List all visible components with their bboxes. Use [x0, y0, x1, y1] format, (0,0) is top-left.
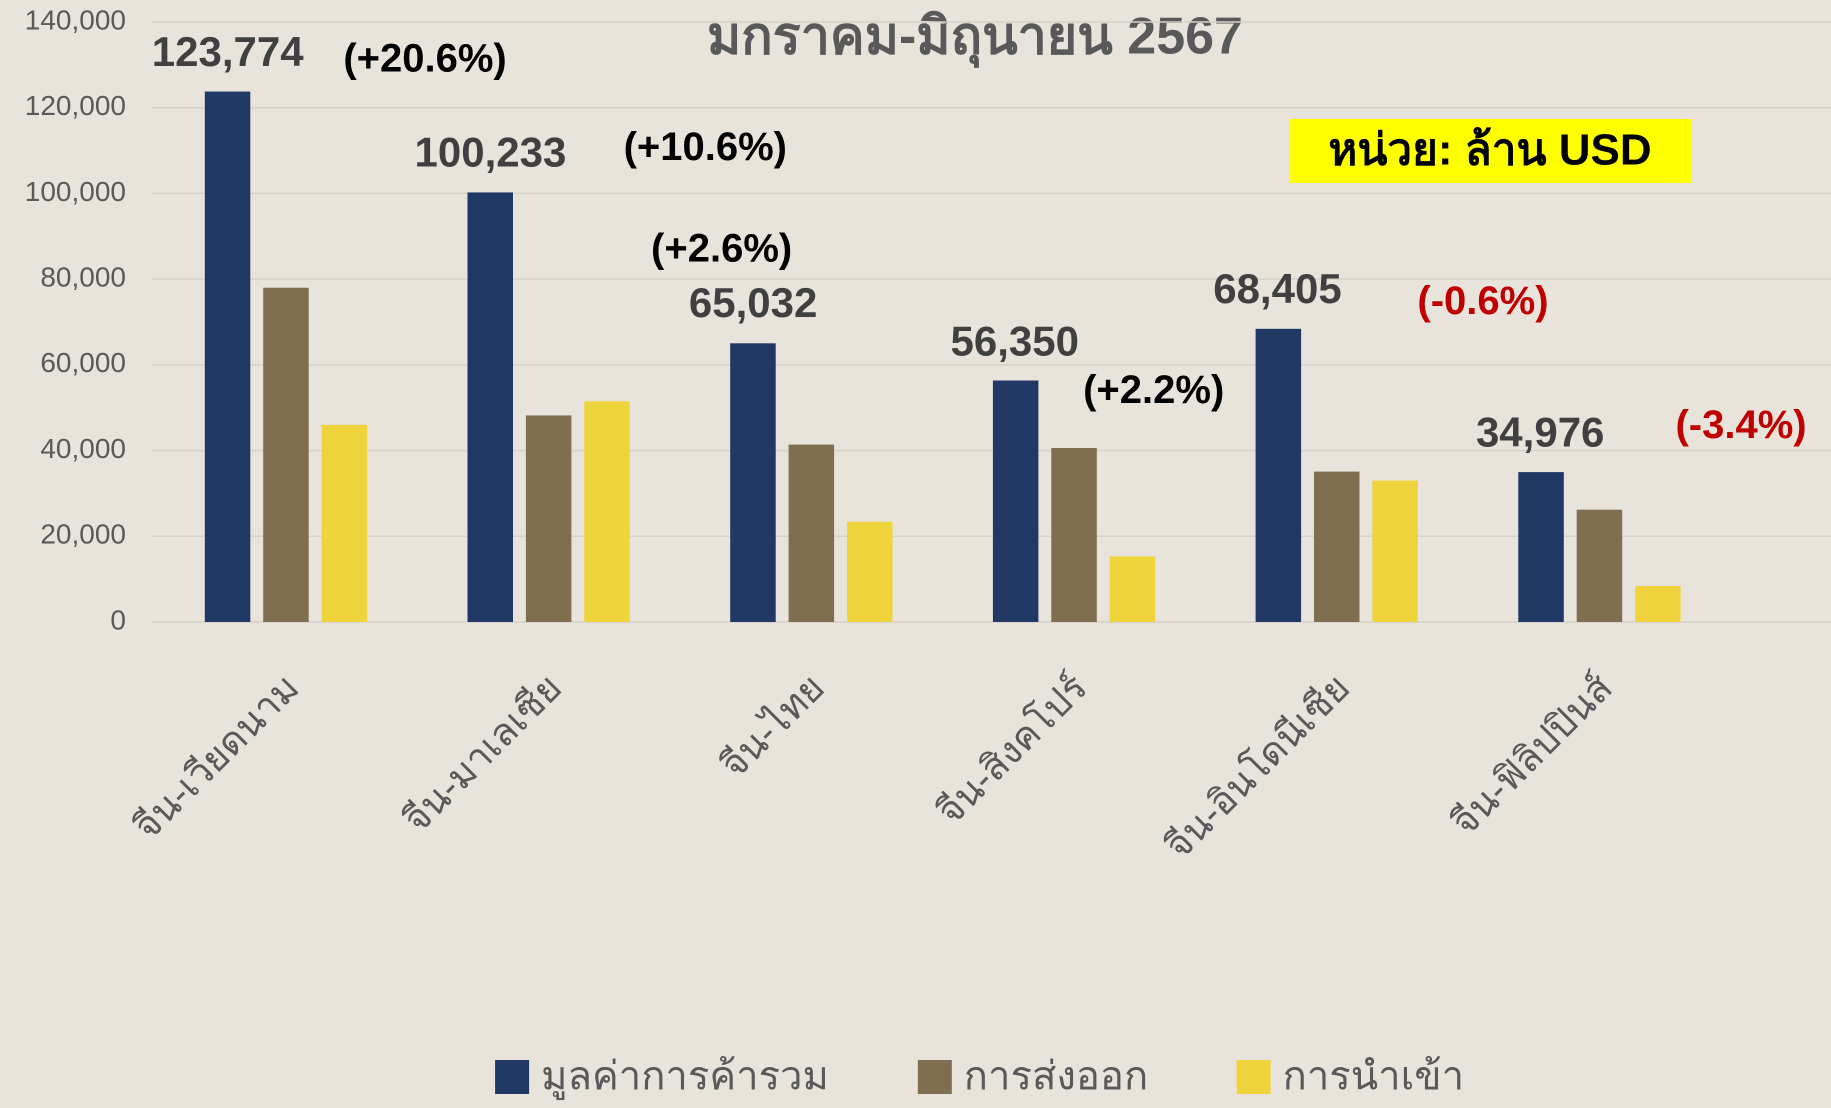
annotation: (-0.6%): [1417, 279, 1548, 323]
value-label: 68,405: [1213, 265, 1341, 312]
bar: [467, 192, 513, 622]
y-tick-label: 80,000: [40, 262, 126, 293]
y-tick-label: 20,000: [40, 519, 126, 550]
value-label: 65,032: [689, 279, 817, 326]
bar: [263, 287, 309, 622]
legend-label: การส่งออก: [964, 1055, 1148, 1099]
y-tick-label: 40,000: [40, 433, 126, 464]
y-tick-label: 140,000: [25, 4, 126, 35]
legend-swatch: [1236, 1060, 1271, 1094]
bar: [1372, 480, 1418, 622]
bar: [1109, 556, 1156, 622]
bar: [1635, 586, 1681, 622]
unit-box: [1290, 119, 1691, 183]
bar: [730, 343, 776, 622]
annotation: (+2.6%): [651, 227, 792, 271]
annotation: (+2.2%): [1083, 368, 1224, 412]
unit-note: หน่วย: ล้าน USD: [1328, 126, 1651, 175]
bar: [525, 415, 572, 622]
y-tick-label: 120,000: [25, 90, 126, 121]
legend-label: มูลค่าการค้ารวม: [541, 1055, 829, 1100]
value-label: 34,976: [1476, 409, 1604, 456]
value-label: 56,350: [950, 318, 1078, 365]
annotation: (+20.6%): [343, 36, 506, 80]
bar: [1051, 448, 1097, 622]
annotation: (+10.6%): [624, 125, 787, 169]
legend-label: การนำเข้า: [1283, 1055, 1464, 1099]
bar: [992, 380, 1039, 622]
bar: [847, 521, 893, 622]
annotation: (-3.4%): [1675, 403, 1806, 447]
y-tick-label: 60,000: [40, 347, 126, 378]
legend-swatch: [917, 1060, 952, 1094]
bar: [1314, 471, 1360, 622]
bar: [584, 401, 630, 622]
bar: [1255, 328, 1302, 622]
y-tick-label: 100,000: [25, 176, 126, 207]
value-label: 123,774: [152, 28, 304, 75]
legend-swatch: [495, 1060, 530, 1094]
bar: [788, 444, 835, 622]
bar: [204, 91, 251, 623]
chart-title: มกราคม-มิถุนายน 2567: [707, 8, 1243, 69]
bar: [321, 424, 368, 622]
value-label: 100,233: [415, 128, 567, 175]
bar: [1576, 509, 1623, 622]
y-tick-label: 0: [110, 604, 126, 635]
bar: [1518, 472, 1564, 622]
